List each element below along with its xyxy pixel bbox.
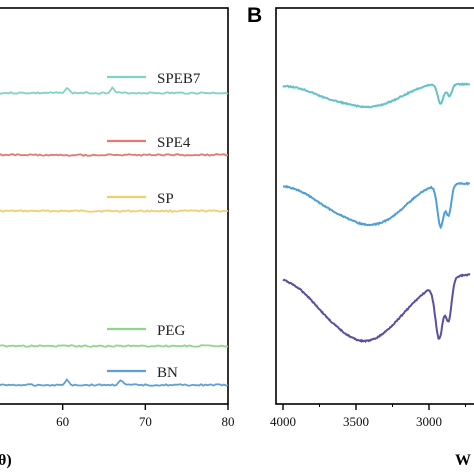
panel-a: 60 70 80 SPEB7 SPE4 SP PEG BN θ) <box>0 7 235 469</box>
panel-b-x-ticks: 4000 3500 3000 <box>270 404 466 429</box>
series-line-spe4 <box>0 153 228 157</box>
legend-label-bn: BN <box>157 365 178 381</box>
x-axis-title-fragment-left: θ) <box>0 452 12 469</box>
panel-b-x-tick-label: 3500 <box>343 414 369 429</box>
spectrum-line-ftir-mid <box>282 181 470 230</box>
panel-a-x-tick-label: 80 <box>222 414 235 429</box>
legend-label-peg: PEG <box>157 323 186 339</box>
panel-b-curves <box>282 82 471 344</box>
spectrum-line-ftir-top <box>282 82 471 109</box>
panel-a-x-ticks: 60 70 80 <box>56 404 235 429</box>
legend-label-speb7: SPEB7 <box>157 71 201 87</box>
panel-b-x-tick-label: 3000 <box>416 414 442 429</box>
panel-a-x-tick-label: 60 <box>56 414 69 429</box>
series-line-speb7 <box>0 85 229 95</box>
panel-b: B 4000 3500 3000 W <box>247 4 474 469</box>
panel-a-x-tick-label: 70 <box>139 414 152 429</box>
panel-b-label: B <box>247 4 262 27</box>
panel-a-curves <box>0 85 229 387</box>
legend-label-sp: SP <box>157 191 174 207</box>
spectrum-line-ftir-bottom <box>282 273 471 344</box>
series-line-bn <box>0 378 229 387</box>
panel-b-frame <box>275 7 474 405</box>
panel-b-x-tick-label: 4000 <box>270 414 296 429</box>
series-line-peg <box>0 344 229 348</box>
x-axis-title-fragment-right: W <box>455 452 471 469</box>
panel-a-frame <box>0 7 229 405</box>
series-line-sp <box>0 209 229 213</box>
legend-label-spe4: SPE4 <box>157 135 191 151</box>
panel-a-legend: SPEB7 SPE4 SP PEG BN <box>107 71 201 381</box>
